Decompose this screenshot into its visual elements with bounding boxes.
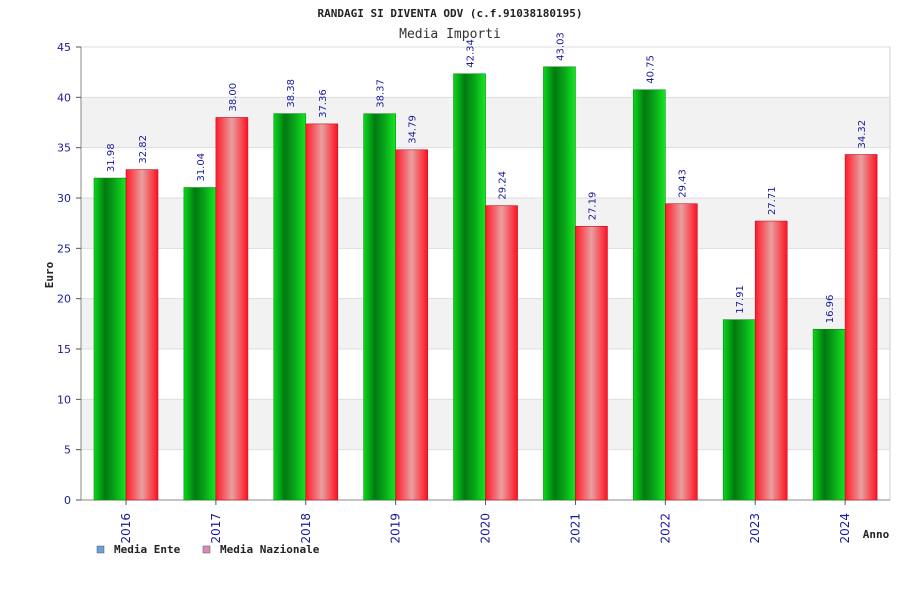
data-label-media-ente-2024: 16.96 [825, 295, 836, 324]
bar-media-ente-2017 [183, 187, 217, 501]
legend-label-media-nazionale: Media Nazionale [220, 543, 320, 556]
legend: Media Ente Media Nazionale [96, 543, 320, 556]
x-tick-label-2020: 2020 [479, 513, 493, 544]
data-labels-group: 31.98 32.82 31.04 38.00 38.38 37.36 38.37 34.79… [106, 32, 868, 323]
legend-label-media-ente: Media Ente [114, 543, 181, 556]
bar-media-nazionale-2016 [125, 169, 159, 501]
legend-swatch-media-ente [96, 545, 105, 554]
y-axis-label: Euro [43, 261, 56, 288]
bar-media-ente-2016 [93, 177, 127, 501]
data-label-media-ente-2021: 43.03 [555, 32, 566, 61]
data-label-media-nazionale-2018: 37.36 [318, 89, 329, 118]
bar-media-ente-2021 [543, 66, 576, 501]
data-label-media-nazionale-2019: 34.79 [408, 115, 419, 144]
x-tick-label-2022: 2022 [658, 513, 672, 544]
y-tick-label: 45 [57, 41, 71, 54]
x-tick-label-2018: 2018 [299, 513, 313, 544]
bar-media-ente-2024 [812, 328, 846, 501]
data-label-media-ente-2016: 31.98 [106, 143, 117, 172]
data-label-media-nazionale-2022: 29.43 [677, 169, 688, 198]
bar-media-nazionale-2024 [844, 154, 878, 501]
data-label-media-ente-2017: 31.04 [196, 153, 207, 182]
bar-media-ente-2022 [633, 89, 666, 501]
x-tick-label-2017: 2017 [209, 513, 223, 544]
bars-group [93, 66, 878, 501]
x-tick-label-2024: 2024 [838, 513, 852, 544]
x-tick-label-2023: 2023 [748, 513, 762, 544]
data-label-media-nazionale-2021: 27.19 [587, 192, 598, 221]
y-axis-ticks: 0 5 10 15 20 25 30 35 40 45 [57, 41, 81, 507]
bar-media-nazionale-2019 [395, 149, 428, 501]
y-tick-label: 25 [57, 242, 71, 255]
data-label-media-ente-2022: 40.75 [645, 55, 656, 84]
bar-media-ente-2020 [453, 73, 486, 501]
data-label-media-ente-2020: 42.34 [466, 39, 477, 68]
bar-media-nazionale-2021 [575, 225, 608, 501]
x-axis-label: Anno [863, 528, 890, 541]
bar-media-ente-2018 [273, 113, 307, 501]
bar-media-nazionale-2018 [305, 123, 339, 501]
y-tick-label: 10 [57, 393, 71, 406]
bar-media-ente-2019 [363, 113, 396, 501]
x-tick-label-2016: 2016 [119, 513, 133, 544]
x-tick-label-2021: 2021 [568, 513, 582, 544]
legend-swatch-media-nazionale [202, 545, 211, 554]
bar-media-nazionale-2022 [665, 203, 698, 501]
bar-media-nazionale-2023 [754, 220, 788, 501]
bar-media-nazionale-2017 [215, 117, 249, 501]
bar-media-nazionale-2020 [485, 205, 518, 501]
bar-media-ente-2023 [722, 319, 756, 501]
y-tick-label: 5 [64, 444, 71, 457]
data-label-media-nazionale-2023: 27.71 [767, 186, 778, 215]
chart-subtitle: Media Importi [399, 27, 501, 42]
data-label-media-nazionale-2020: 29.24 [498, 171, 509, 200]
x-axis-ticks: 2016 2017 2018 2019 2020 2021 2022 2023 2024 [119, 500, 852, 544]
data-label-media-nazionale-2016: 32.82 [138, 135, 149, 164]
x-tick-label-2019: 2019 [389, 513, 403, 544]
y-tick-label: 0 [64, 494, 71, 507]
y-tick-label: 20 [57, 293, 71, 306]
y-tick-label: 35 [57, 142, 71, 155]
y-tick-label: 40 [57, 91, 71, 104]
data-label-media-nazionale-2017: 38.00 [228, 83, 239, 112]
y-tick-label: 15 [57, 343, 71, 356]
data-label-media-ente-2023: 17.91 [735, 285, 746, 314]
data-label-media-ente-2018: 38.38 [286, 79, 297, 108]
chart-title: RANDAGI SI DIVENTA ODV (c.f.91038180195) [318, 7, 583, 20]
y-tick-label: 30 [57, 192, 71, 205]
data-label-media-nazionale-2024: 34.32 [857, 120, 868, 149]
data-label-media-ente-2019: 38.37 [376, 79, 387, 108]
